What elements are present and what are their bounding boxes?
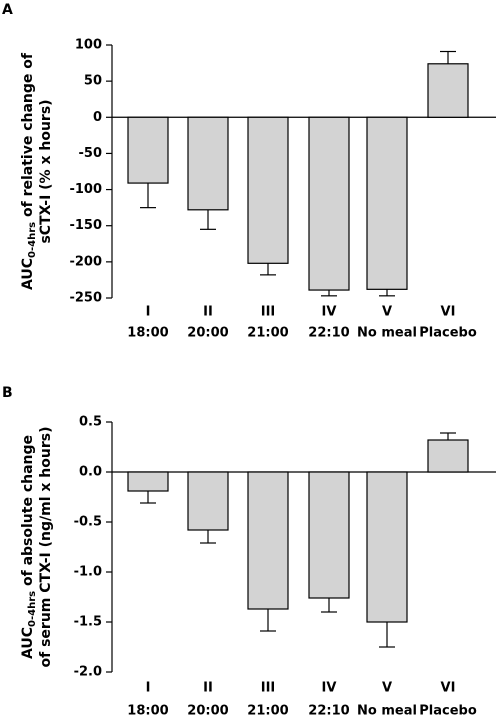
x-tick-label: I xyxy=(146,681,151,696)
y-tick-label: 100 xyxy=(75,38,102,53)
y-label-rest: of absolute change xyxy=(20,435,36,591)
x-tick-label: V xyxy=(382,305,392,320)
y-tick-label: -1.5 xyxy=(74,615,102,630)
y-tick-label: -50 xyxy=(79,146,103,161)
x-tick-label: I xyxy=(146,305,151,320)
x-tick-sublabel: 20:00 xyxy=(187,326,228,341)
x-tick-label: III xyxy=(261,681,276,696)
y-tick-label: -1.0 xyxy=(74,565,102,580)
panel-label: B xyxy=(2,385,13,401)
y-label-main: AUC xyxy=(20,258,36,290)
y-label-main: AUC xyxy=(20,627,36,659)
x-tick-sublabel: 22:10 xyxy=(308,326,349,341)
x-tick-sublabel: 21:00 xyxy=(247,326,288,341)
y-tick-label: 0 xyxy=(93,110,102,125)
bar xyxy=(127,116,169,184)
bar xyxy=(427,439,469,473)
y-axis-label-line2: sCTX-I (% x hours) xyxy=(38,99,54,243)
x-tick-label: VI xyxy=(441,681,456,696)
x-tick-label: II xyxy=(203,305,213,320)
y-axis-label: AUC0-4hrs of absolute change xyxy=(20,435,38,659)
bar xyxy=(247,116,289,264)
bar xyxy=(187,471,229,531)
x-tick-label: VI xyxy=(441,305,456,320)
x-tick-sublabel: 21:00 xyxy=(247,704,288,719)
bar xyxy=(366,116,408,290)
y-tick-label: 0.5 xyxy=(79,415,102,430)
x-tick-label: II xyxy=(203,681,213,696)
y-tick-label: -250 xyxy=(69,291,102,306)
x-tick-sublabel: Placebo xyxy=(419,704,477,719)
bar xyxy=(247,471,289,610)
y-tick-label: -2.0 xyxy=(74,665,102,680)
y-tick-label: -150 xyxy=(69,218,102,233)
y-tick-label: -0.5 xyxy=(74,515,102,530)
bar xyxy=(308,471,350,599)
bar xyxy=(308,116,350,291)
bar xyxy=(127,471,169,492)
bar xyxy=(187,116,229,211)
x-tick-label: IV xyxy=(322,681,337,696)
bar xyxy=(427,63,469,118)
bar xyxy=(366,471,408,623)
y-label-subscript: 0-4hrs xyxy=(27,591,38,627)
y-label-subscript: 0-4hrs xyxy=(27,222,38,258)
y-tick-label: -200 xyxy=(69,254,102,269)
x-tick-sublabel: 20:00 xyxy=(187,704,228,719)
x-tick-sublabel: 22:10 xyxy=(308,704,349,719)
y-axis-label-line2: of serum CTX-I (ng/ml x hours) xyxy=(38,427,54,668)
x-tick-sublabel: 18:00 xyxy=(127,326,168,341)
y-axis-label: AUC0-4hrs of relative change of xyxy=(20,52,38,290)
y-tick-label: 50 xyxy=(84,74,102,89)
y-tick-label: 0.0 xyxy=(79,465,102,480)
x-tick-label: IV xyxy=(322,305,337,320)
x-tick-sublabel: No meal xyxy=(357,704,417,719)
y-label-rest: of relative change of xyxy=(20,52,36,222)
x-tick-label: III xyxy=(261,305,276,320)
x-tick-sublabel: Placebo xyxy=(419,326,477,341)
x-tick-sublabel: 18:00 xyxy=(127,704,168,719)
x-tick-sublabel: No meal xyxy=(357,326,417,341)
x-tick-label: V xyxy=(382,681,392,696)
y-tick-label: -100 xyxy=(69,182,102,197)
panel-label: A xyxy=(2,2,13,18)
